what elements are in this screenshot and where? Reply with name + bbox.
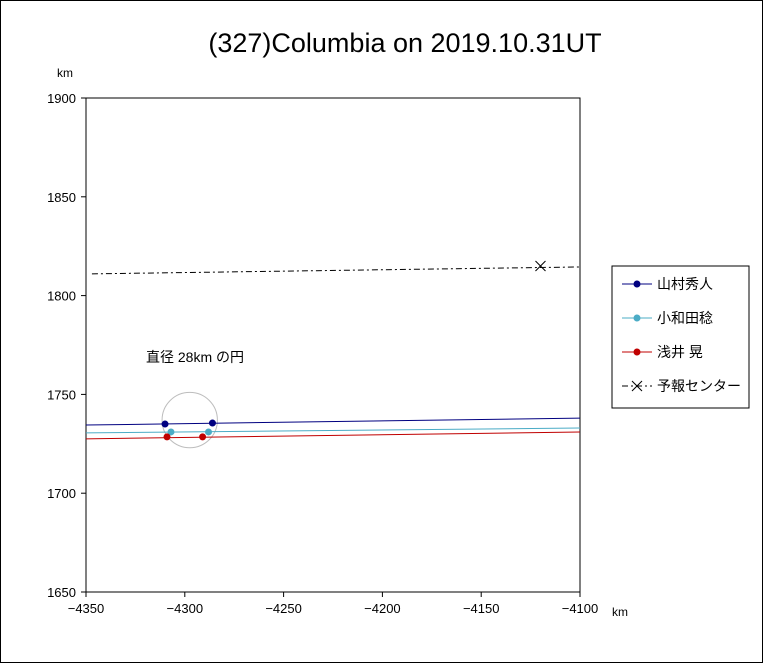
legend-marker-x (631, 380, 643, 392)
legend-marker (633, 314, 641, 322)
x-tick-label: −4100 (562, 601, 599, 616)
legend-label: 予報センター (657, 378, 741, 394)
data-point (205, 428, 213, 436)
x-axis-unit: km (612, 605, 628, 619)
x-tick-label: −4350 (68, 601, 105, 616)
plot-layer: −4350 −4300 −4250 −4200 −4150 −4100 1650 1700 17… (47, 91, 598, 616)
y-tick-label: 1650 (47, 585, 76, 600)
circle-annotation: 直径 28km の円 (146, 349, 244, 365)
y-axis-unit: km (57, 66, 73, 80)
data-point (161, 420, 169, 428)
y-tick-label: 1900 (47, 91, 76, 106)
data-point (208, 419, 216, 427)
legend-label: 浅井 晃 (657, 344, 703, 360)
y-tick-label: 1850 (47, 190, 76, 205)
y-tick-label: 1800 (47, 289, 76, 304)
data-point (167, 428, 175, 436)
legend-marker (633, 348, 641, 356)
data-point (163, 433, 171, 441)
x-marker-stroke (535, 260, 546, 272)
y-tick-label: 1700 (47, 486, 76, 501)
y-tick-label: 1750 (47, 387, 76, 402)
x-tick-label: −4150 (463, 601, 500, 616)
data-point (199, 433, 207, 441)
x-tick-label: −4250 (265, 601, 302, 616)
diameter-circle (161, 391, 218, 449)
chart-title: (327)Columbia on 2019.10.31UT (208, 28, 601, 58)
plot-area (85, 97, 581, 593)
series-line (91, 266, 581, 275)
legend-marker (633, 280, 641, 288)
legend-label: 小和田稔 (657, 310, 713, 326)
x-tick-label: −4200 (364, 601, 401, 616)
legend-label: 山村秀人 (657, 276, 713, 292)
x-tick-label: −4300 (167, 601, 204, 616)
data-point-x (535, 260, 546, 272)
